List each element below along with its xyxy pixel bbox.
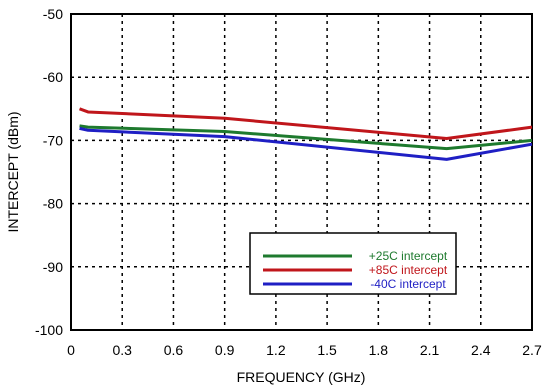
y-tick-label: -70 xyxy=(43,132,63,148)
legend-label-0: +25C intercept xyxy=(369,249,448,263)
y-tick-labels: -50 -60 -70 -80 -90 -100 xyxy=(35,6,63,338)
y-tick-label: -100 xyxy=(35,322,63,338)
x-tick-labels: 0 0.3 0.6 0.9 1.2 1.5 1.8 2.1 2.4 2.7 xyxy=(67,342,542,358)
series-line-1 xyxy=(79,107,533,141)
legend: +25C intercept+85C intercept-40C interce… xyxy=(249,232,457,295)
x-tick-label: 0.3 xyxy=(112,342,132,358)
x-tick-label: 2.7 xyxy=(522,342,542,358)
x-tick-label: 1.5 xyxy=(317,342,337,358)
x-tick-label: 0 xyxy=(67,342,75,358)
y-axis-label: INTERCEPT (dBm) xyxy=(5,111,21,232)
legend-label-2: -40C intercept xyxy=(370,277,446,291)
x-tick-label: 0.6 xyxy=(164,342,184,358)
y-tick-label: -80 xyxy=(43,196,63,212)
x-tick-label: 2.4 xyxy=(471,342,491,358)
series-layer xyxy=(79,107,533,161)
legend-items: +25C intercept+85C intercept-40C interce… xyxy=(263,249,448,291)
legend-label-1: +85C intercept xyxy=(369,263,448,277)
x-tick-label: 1.8 xyxy=(369,342,389,358)
x-tick-label: 1.2 xyxy=(266,342,286,358)
y-tick-label: -60 xyxy=(43,69,63,85)
series-line-0 xyxy=(79,124,533,151)
y-tick-label: -90 xyxy=(43,259,63,275)
x-axis-label: FREQUENCY (GHz) xyxy=(237,369,366,385)
x-tick-label: 0.9 xyxy=(215,342,235,358)
y-tick-label: -50 xyxy=(43,6,63,22)
series-line-2 xyxy=(79,126,533,161)
x-tick-label: 2.1 xyxy=(420,342,440,358)
